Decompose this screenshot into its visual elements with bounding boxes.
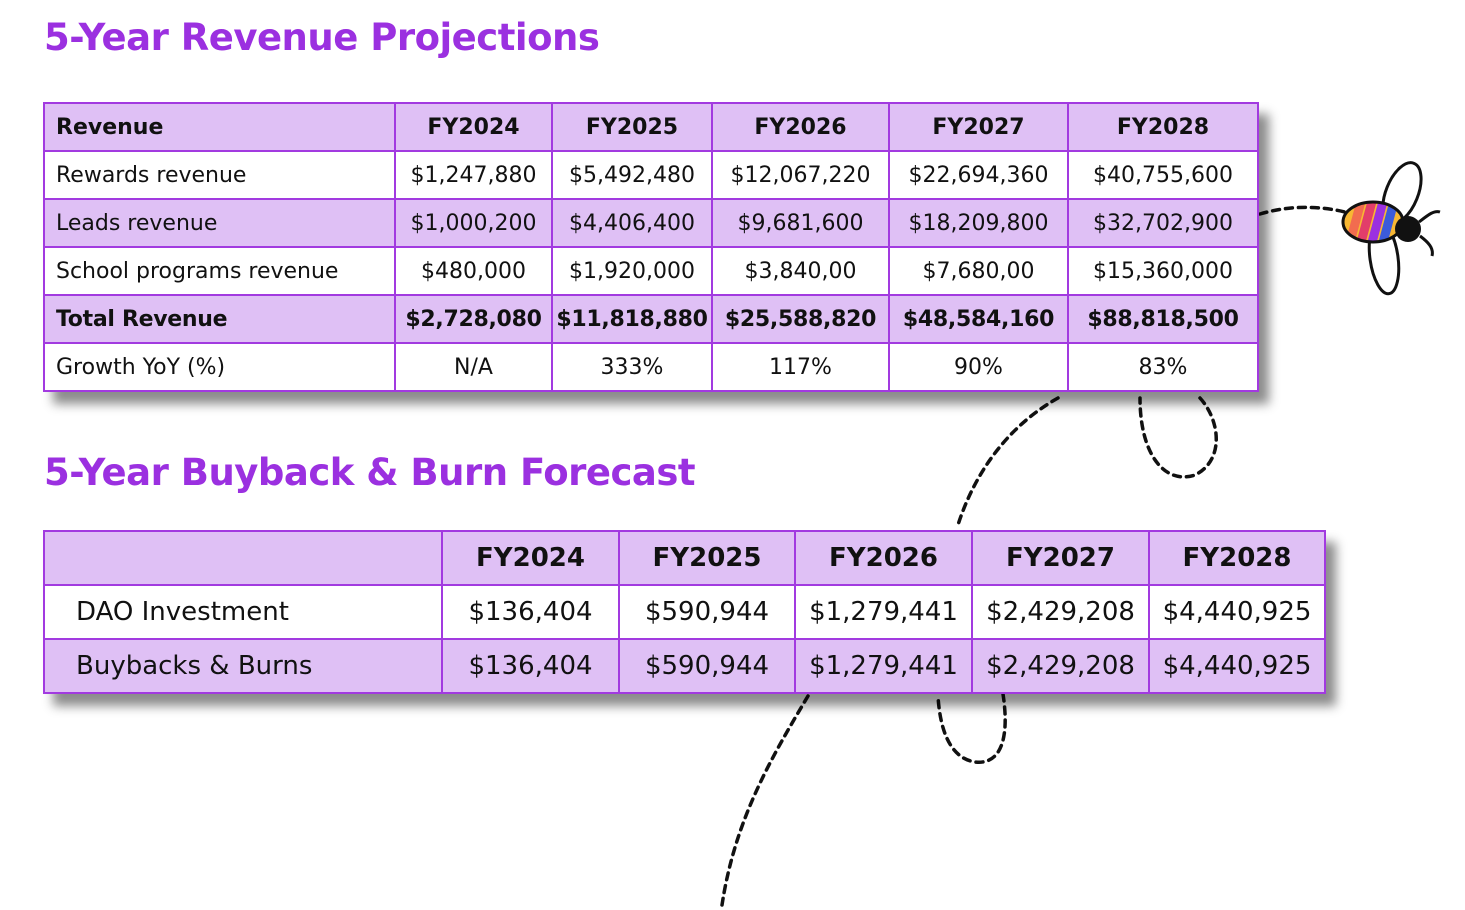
header-cell-fy2028: FY2028 xyxy=(1067,102,1259,152)
table-cell: $4,440,925 xyxy=(1148,584,1326,640)
buyback-section-title: 5-Year Buyback & Burn Forecast xyxy=(44,451,696,494)
row-label: School programs revenue xyxy=(43,246,396,296)
table-cell: 83% xyxy=(1067,342,1259,392)
row-label: Total Revenue xyxy=(43,294,396,344)
table-cell: $590,944 xyxy=(618,638,796,694)
table-cell: $1,279,441 xyxy=(794,638,973,694)
table-cell: $11,818,880 xyxy=(551,294,713,344)
table-cell: 117% xyxy=(711,342,890,392)
table-header-row: FY2024 FY2025 FY2026 FY2027 FY2028 xyxy=(43,530,1326,586)
revenue-projections-table: Revenue FY2024 FY2025 FY2026 FY2027 FY20… xyxy=(43,102,1259,392)
header-cell-fy2024: FY2024 xyxy=(441,530,620,586)
table-cell: $7,680,00 xyxy=(888,246,1069,296)
table-cell: $1,920,000 xyxy=(551,246,713,296)
table-cell: $1,247,880 xyxy=(394,150,553,200)
table-row: DAO Investment $136,404 $590,944 $1,279,… xyxy=(43,584,1326,640)
header-cell-fy2025: FY2025 xyxy=(551,102,713,152)
table-cell: $4,406,400 xyxy=(551,198,713,248)
table-cell: $9,681,600 xyxy=(711,198,890,248)
header-cell-fy2027: FY2027 xyxy=(888,102,1069,152)
table-header-row: Revenue FY2024 FY2025 FY2026 FY2027 FY20… xyxy=(43,102,1259,152)
header-cell-fy2024: FY2024 xyxy=(394,102,553,152)
row-label: Buybacks & Burns xyxy=(43,638,443,694)
header-cell-revenue: Revenue xyxy=(43,102,396,152)
row-label: Rewards revenue xyxy=(43,150,396,200)
table-cell: $1,279,441 xyxy=(794,584,973,640)
table-cell: $88,818,500 xyxy=(1067,294,1259,344)
table-cell: $22,694,360 xyxy=(888,150,1069,200)
table-cell: $18,209,800 xyxy=(888,198,1069,248)
table-row: School programs revenue $480,000 $1,920,… xyxy=(43,246,1259,296)
table-cell: $4,440,925 xyxy=(1148,638,1326,694)
growth-row: Growth YoY (%) N/A 333% 117% 90% 83% xyxy=(43,342,1259,392)
header-cell-fy2027: FY2027 xyxy=(971,530,1150,586)
table-cell: $5,492,480 xyxy=(551,150,713,200)
table-cell: $48,584,160 xyxy=(888,294,1069,344)
table-cell: $3,840,00 xyxy=(711,246,890,296)
table-cell: $480,000 xyxy=(394,246,553,296)
header-cell-fy2028: FY2028 xyxy=(1148,530,1326,586)
table-row: Leads revenue $1,000,200 $4,406,400 $9,6… xyxy=(43,198,1259,248)
row-label: DAO Investment xyxy=(43,584,443,640)
table-cell: $590,944 xyxy=(618,584,796,640)
table-cell: $2,728,080 xyxy=(394,294,553,344)
dashed-flight-path xyxy=(720,205,1347,907)
total-revenue-row: Total Revenue $2,728,080 $11,818,880 $25… xyxy=(43,294,1259,344)
buyback-burn-forecast-table: FY2024 FY2025 FY2026 FY2027 FY2028 DAO I… xyxy=(43,530,1326,694)
table-cell: $40,755,600 xyxy=(1067,150,1259,200)
table-cell: 333% xyxy=(551,342,713,392)
table-row: Buybacks & Burns $136,404 $590,944 $1,27… xyxy=(43,638,1326,694)
table-cell: $15,360,000 xyxy=(1067,246,1259,296)
table-row: Rewards revenue $1,247,880 $5,492,480 $1… xyxy=(43,150,1259,200)
header-cell-fy2026: FY2026 xyxy=(794,530,973,586)
table-cell: $2,429,208 xyxy=(971,584,1150,640)
table-cell: $1,000,200 xyxy=(394,198,553,248)
table-cell: $25,588,820 xyxy=(711,294,890,344)
revenue-section-title: 5-Year Revenue Projections xyxy=(44,16,600,59)
header-cell-blank xyxy=(43,530,443,586)
header-cell-fy2025: FY2025 xyxy=(618,530,796,586)
table-cell: 90% xyxy=(888,342,1069,392)
table-cell: $2,429,208 xyxy=(971,638,1150,694)
table-cell: $136,404 xyxy=(441,638,620,694)
table-cell: $136,404 xyxy=(441,584,620,640)
row-label: Leads revenue xyxy=(43,198,396,248)
header-cell-fy2026: FY2026 xyxy=(711,102,890,152)
row-label: Growth YoY (%) xyxy=(43,342,396,392)
table-cell: $12,067,220 xyxy=(711,150,890,200)
table-cell: $32,702,900 xyxy=(1067,198,1259,248)
table-cell: N/A xyxy=(394,342,553,392)
bee-icon xyxy=(1341,161,1441,296)
